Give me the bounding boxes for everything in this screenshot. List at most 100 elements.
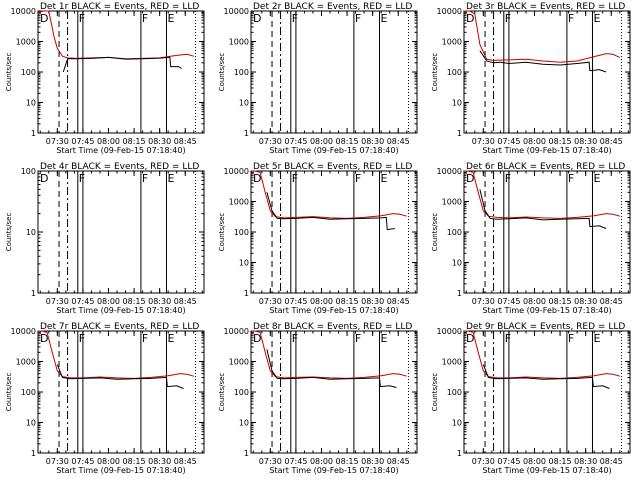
x-tick-label: 08:00 bbox=[523, 137, 546, 146]
y-tick-label: 1 bbox=[244, 449, 249, 458]
x-tick-label: 08:15 bbox=[336, 457, 359, 466]
x-tick-label: 08:15 bbox=[123, 297, 146, 306]
y-axis-label: Counts/sec bbox=[5, 213, 13, 252]
x-tick-label: 07:45 bbox=[284, 297, 307, 306]
x-tick-label: 07:30 bbox=[259, 297, 282, 306]
marker-annotation: F bbox=[142, 12, 148, 25]
series-line-lld bbox=[251, 330, 407, 379]
series-line-lld bbox=[464, 10, 621, 63]
marker-annotation: E bbox=[380, 12, 387, 25]
y-tick-label: 10 bbox=[26, 228, 36, 237]
x-tick-label: 07:45 bbox=[497, 297, 520, 306]
y-tick-label: 1000 bbox=[229, 38, 249, 47]
chart-panel-2: Det 2r BLACK = Events, RED = LLD 1 10 100 10… bbox=[218, 2, 418, 155]
x-tick-label: 08:30 bbox=[361, 297, 384, 306]
x-tick-label: 08:30 bbox=[574, 457, 597, 466]
y-tick-label: 10000 bbox=[437, 167, 462, 176]
x-tick-label: 08:45 bbox=[600, 457, 623, 466]
plot-frame bbox=[463, 170, 631, 294]
x-axis-label: Start Time (09-Feb-15 07:18:40) bbox=[269, 306, 398, 315]
x-tick-label: 07:30 bbox=[472, 137, 495, 146]
x-tick-label: 08:30 bbox=[148, 297, 171, 306]
x-tick-label: 08:15 bbox=[123, 457, 146, 466]
plot-frame bbox=[250, 330, 418, 454]
y-tick-label: 100 bbox=[234, 228, 249, 237]
x-tick-label: 08:30 bbox=[574, 137, 597, 146]
marker-annotation: F bbox=[79, 12, 85, 25]
x-tick-label: 08:15 bbox=[336, 137, 359, 146]
y-tick-label: 1 bbox=[457, 289, 462, 298]
y-tick-label: 10000 bbox=[11, 7, 36, 16]
marker-annotation: F bbox=[355, 172, 361, 185]
x-tick-label: 07:30 bbox=[472, 297, 495, 306]
x-tick-label: 07:45 bbox=[284, 137, 307, 146]
y-tick-label: 1000 bbox=[442, 198, 462, 207]
y-tick-label: 10000 bbox=[224, 7, 249, 16]
y-tick-label: 1000 bbox=[442, 38, 462, 47]
plot-frame bbox=[463, 330, 631, 454]
y-tick-label: 10000 bbox=[224, 167, 249, 176]
series-line-lld bbox=[464, 170, 620, 219]
marker-annotation: D bbox=[466, 172, 474, 185]
y-tick-label: 100 bbox=[21, 68, 36, 77]
y-tick-label: 100 bbox=[447, 388, 462, 397]
x-tick-label: 07:45 bbox=[71, 137, 94, 146]
x-tick-label: 08:30 bbox=[148, 457, 171, 466]
x-tick-label: 08:30 bbox=[361, 137, 384, 146]
y-axis-label: Counts/sec bbox=[5, 373, 13, 412]
x-tick-label: 08:00 bbox=[310, 137, 333, 146]
y-tick-label: 1 bbox=[244, 289, 249, 298]
x-tick-label: 07:30 bbox=[46, 297, 69, 306]
x-tick-label: 07:45 bbox=[497, 137, 520, 146]
plot-frame bbox=[37, 170, 205, 294]
y-tick-label: 10000 bbox=[11, 327, 36, 336]
y-tick-label: 10 bbox=[239, 259, 249, 268]
y-axis-label: Counts/sec bbox=[431, 373, 439, 412]
series-line-events bbox=[482, 364, 610, 389]
chart-title: Det 3r BLACK = Events, RED = LLD bbox=[466, 2, 625, 12]
x-tick-label: 07:30 bbox=[259, 457, 282, 466]
chart-title: Det 5r BLACK = Events, RED = LLD bbox=[253, 162, 412, 172]
y-tick-label: 10000 bbox=[437, 7, 462, 16]
x-tick-label: 08:15 bbox=[549, 457, 572, 466]
x-tick-label: 08:45 bbox=[174, 137, 197, 146]
y-tick-label: 1 bbox=[31, 449, 36, 458]
x-axis-label: Start Time (09-Feb-15 07:18:40) bbox=[482, 466, 611, 475]
chart-title: Det 8r BLACK = Events, RED = LLD bbox=[253, 322, 412, 332]
y-tick-label: 100 bbox=[234, 68, 249, 77]
marker-annotation: F bbox=[568, 172, 574, 185]
series-line-events bbox=[266, 192, 395, 231]
y-axis-label: Counts/sec bbox=[431, 213, 439, 252]
plot-frame bbox=[250, 170, 418, 294]
marker-annotation: F bbox=[142, 332, 148, 345]
series-line-events bbox=[479, 50, 607, 73]
y-tick-label: 100 bbox=[21, 388, 36, 397]
plot-frame bbox=[37, 330, 205, 454]
x-axis-label: Start Time (09-Feb-15 07:18:40) bbox=[482, 306, 611, 315]
x-tick-label: 07:30 bbox=[259, 137, 282, 146]
series-line-events bbox=[266, 349, 397, 388]
x-tick-label: 08:45 bbox=[174, 297, 197, 306]
marker-annotation: E bbox=[380, 172, 387, 185]
series-line-events bbox=[56, 364, 184, 389]
marker-annotation: F bbox=[568, 12, 574, 25]
marker-annotation: E bbox=[167, 332, 174, 345]
marker-annotation: D bbox=[253, 12, 261, 25]
x-tick-label: 07:30 bbox=[46, 137, 69, 146]
y-tick-label: 10 bbox=[26, 419, 36, 428]
y-axis-label: Counts/sec bbox=[218, 373, 226, 412]
marker-annotation: E bbox=[380, 332, 387, 345]
chart-title: Det 2r BLACK = Events, RED = LLD bbox=[253, 2, 412, 12]
x-tick-label: 08:45 bbox=[387, 297, 410, 306]
y-tick-label: 1000 bbox=[442, 358, 462, 367]
x-tick-label: 08:00 bbox=[310, 297, 333, 306]
series-line-events bbox=[62, 56, 183, 73]
chart-panel-8: Det 8r BLACK = Events, RED = LLD 1 10 100 10… bbox=[218, 322, 418, 475]
y-tick-label: 1 bbox=[31, 289, 36, 298]
y-tick-label: 1 bbox=[457, 449, 462, 458]
y-tick-label: 10000 bbox=[224, 327, 249, 336]
x-tick-label: 07:45 bbox=[284, 457, 307, 466]
chart-panel-9: Det 9r BLACK = Events, RED = LLD 1 10 100 10… bbox=[431, 322, 631, 475]
marker-annotation: E bbox=[593, 172, 600, 185]
